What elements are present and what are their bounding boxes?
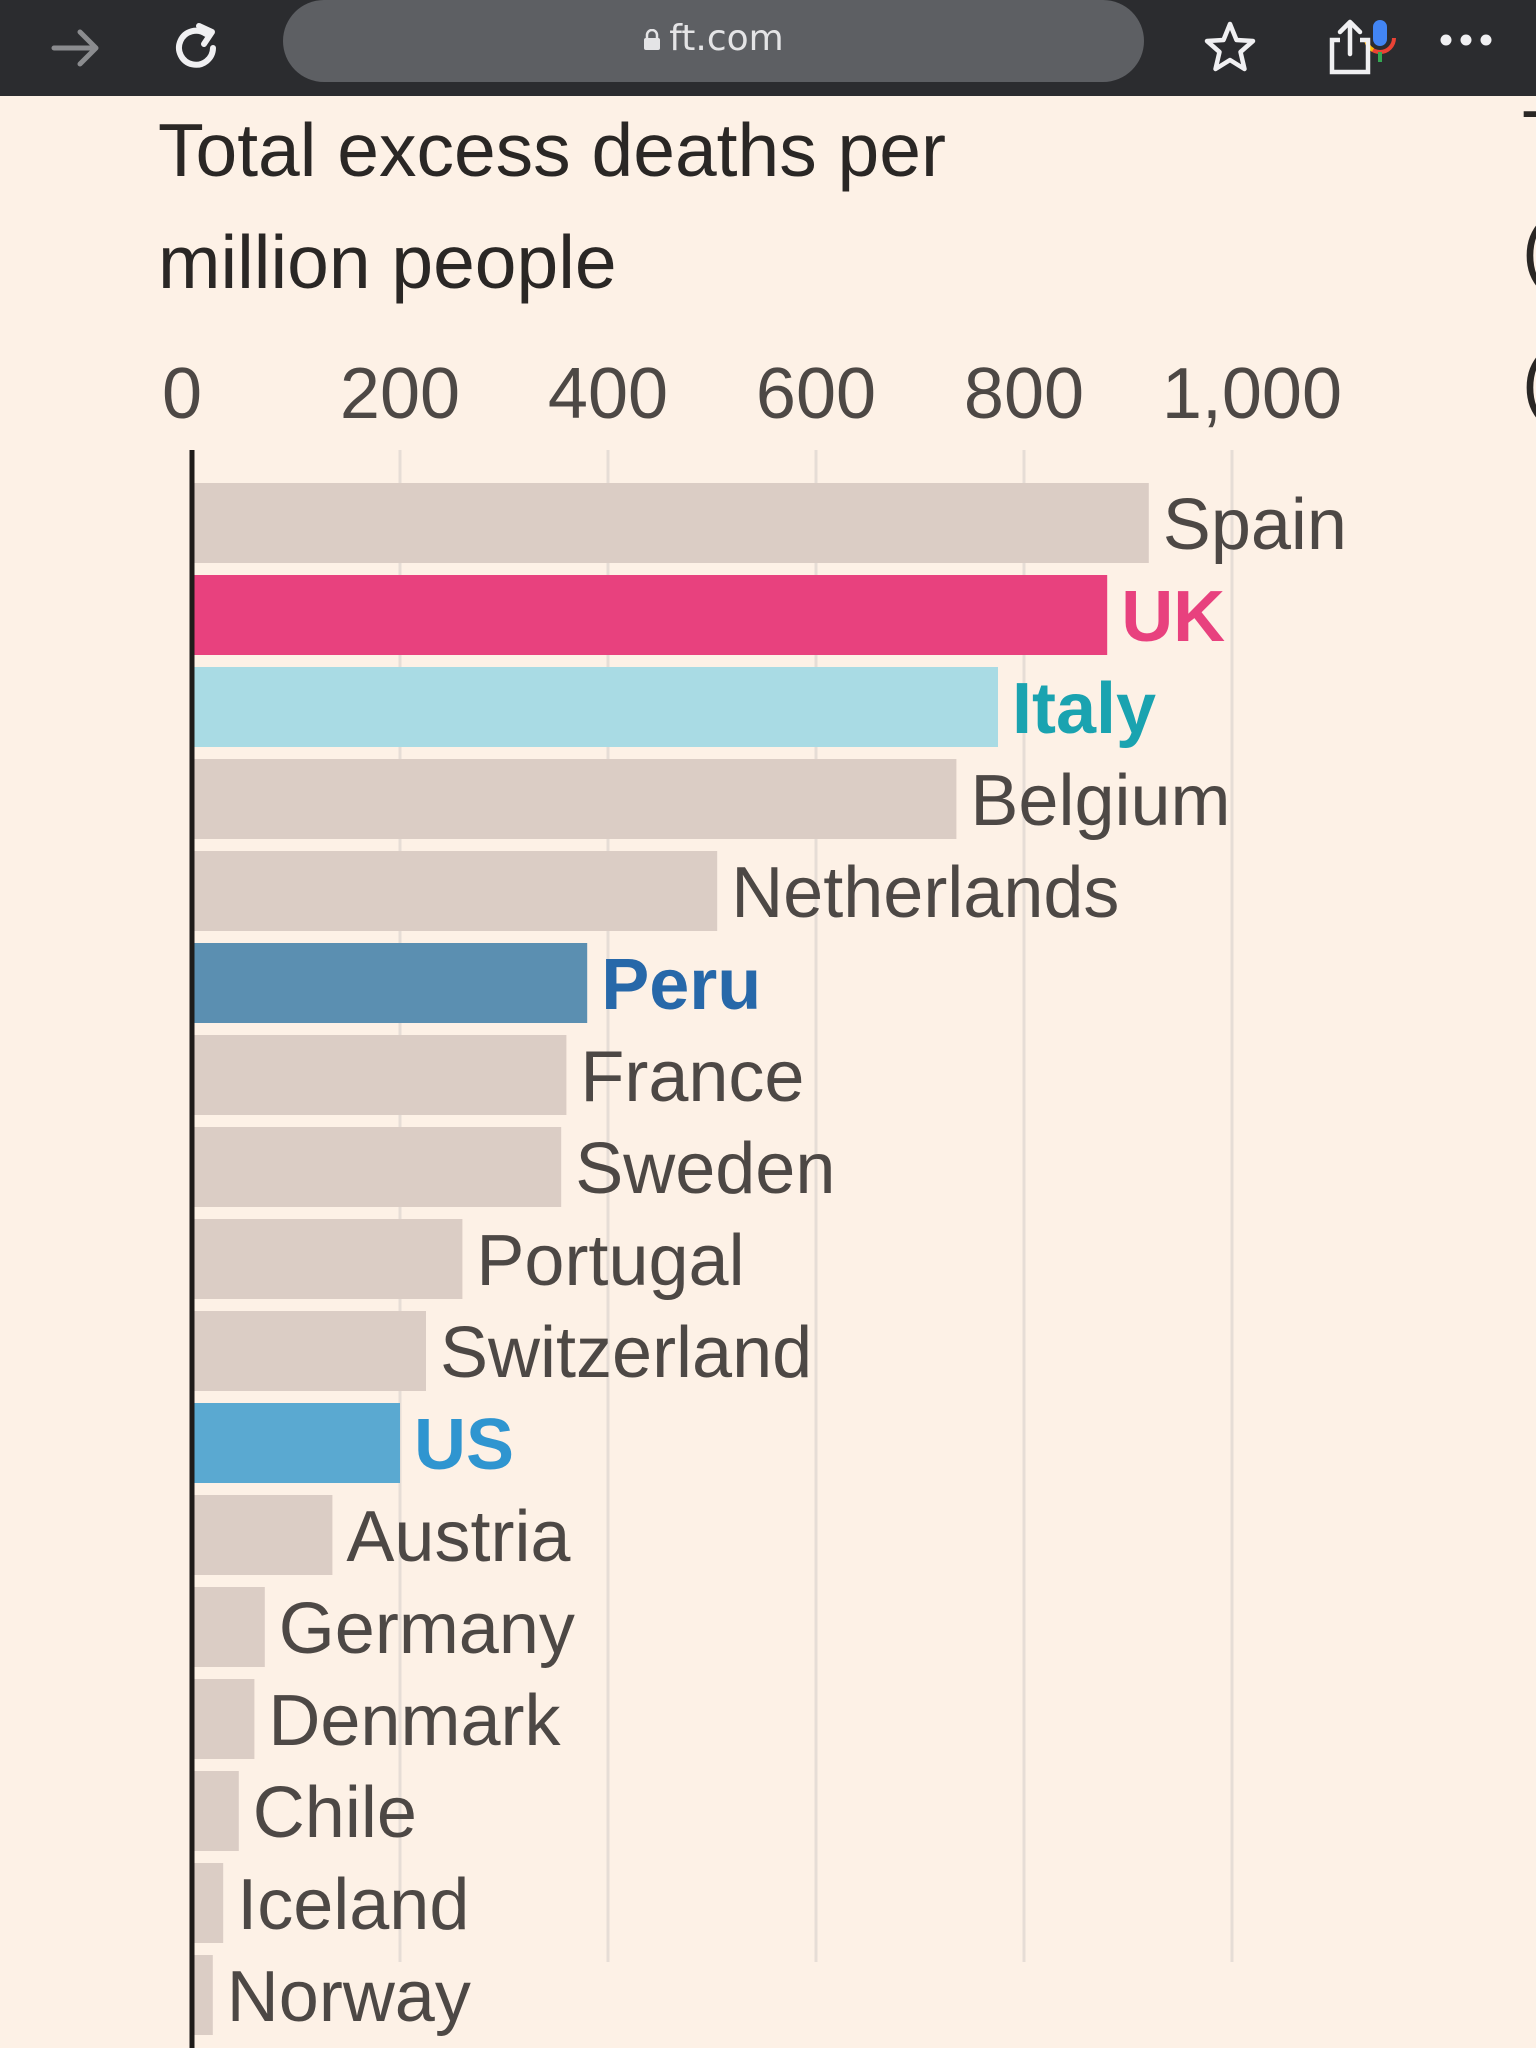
bar-peru [192,943,588,1023]
category-label: Switzerland [440,1313,812,1393]
bar-us [192,1403,400,1483]
bar-iceland [192,1863,224,1943]
category-label: Germany [279,1589,575,1669]
category-label: Sweden [575,1129,835,1209]
category-label: France [580,1037,804,1117]
x-tick-label: 200 [340,354,460,434]
bar-denmark [192,1679,255,1759]
category-label: Iceland [237,1865,469,1945]
x-axis-ticks: 0 200 400 600 800 1,000 [162,354,1342,434]
chart-title: Total excess deaths per million people [158,94,1158,318]
category-label: Norway [227,1957,471,2037]
url-display: ft.com [283,18,1144,59]
share-icon[interactable] [1320,18,1380,78]
x-tick-label: 400 [548,354,668,434]
category-label: Spain [1163,485,1347,565]
category-label: US [414,1405,514,1485]
x-tick-label: 800 [964,354,1084,434]
cropped-adjacent-text: ( [1522,206,1536,292]
category-label: Belgium [970,761,1230,841]
bars [192,483,1149,2035]
category-label: Denmark [268,1681,561,1761]
bar-uk [192,575,1108,655]
x-tick-label: 600 [756,354,876,434]
category-label: Netherlands [731,853,1119,933]
category-label: Chile [253,1773,417,1853]
bar-italy [192,667,998,747]
category-label: Peru [601,945,761,1025]
more-icon[interactable] [1436,18,1496,78]
bar-portugal [192,1219,463,1299]
chart-title-line-1: Total excess deaths per [158,108,946,192]
cropped-adjacent-text: ( [1522,338,1536,424]
category-label: Italy [1012,669,1156,749]
reload-icon[interactable] [166,18,226,78]
category-label: UK [1121,577,1225,657]
forward-arrow-icon[interactable] [46,18,106,78]
bar-switzerland [192,1311,426,1391]
bar-netherlands [192,851,718,931]
chart-title-line-2: million people [158,220,617,304]
bar-germany [192,1587,265,1667]
bar-france [192,1035,567,1115]
category-label: Austria [346,1497,571,1577]
bar-norway [192,1955,213,2035]
bar-chile [192,1771,239,1851]
lock-icon [644,29,661,50]
category-labels: Spain UK Italy Belgium Netherlands Peru France… [227,485,1347,2037]
url-text: ft.com [669,18,784,59]
x-tick-label: 1,000 [1162,354,1342,434]
cropped-adjacent-text: T [1522,94,1536,180]
bar-sweden [192,1127,562,1207]
category-label: Portugal [476,1221,744,1301]
browser-toolbar: ft.com [0,0,1536,96]
x-tick-label: 0 [162,354,202,434]
bar-austria [192,1495,333,1575]
address-bar[interactable]: ft.com [283,0,1396,82]
star-icon[interactable] [1200,18,1260,78]
bar-belgium [192,759,957,839]
bar-spain [192,483,1149,563]
